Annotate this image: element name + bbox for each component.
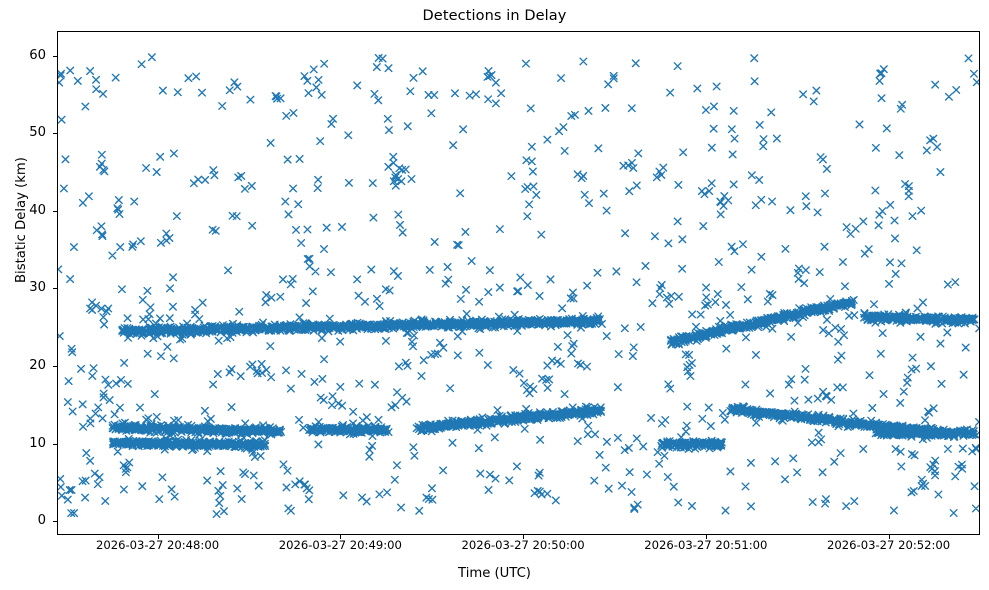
y-tick-label: 10 <box>0 435 46 451</box>
y-tick-text: 30 <box>29 280 46 296</box>
y-tick-mark <box>53 521 57 523</box>
y-axis-label: Bistatic Delay (km) <box>14 157 29 283</box>
y-tick-mark <box>53 55 57 57</box>
y-tick-label: 60 <box>0 49 46 63</box>
y-tick-mark <box>53 210 57 212</box>
y-tick-mark <box>53 365 57 367</box>
chart-title: Detections in Delay <box>422 8 567 24</box>
y-tick-text: 40 <box>29 202 46 218</box>
y-tick-text: 10 <box>29 435 46 451</box>
x-tick-label: 2026-03-27 20:48:00 <box>95 538 220 552</box>
y-tick-text: 20 <box>29 357 46 373</box>
x-tick-label: 2026-03-27 20:52:00 <box>827 538 951 552</box>
x-tick-label: 2026-03-27 20:50:00 <box>461 538 585 552</box>
x-tick-label: 2026-03-27 20:49:00 <box>278 538 402 552</box>
y-tick-label: 30 <box>0 281 46 295</box>
x-tick-mark <box>523 535 525 539</box>
x-tick-label: 2026-03-27 20:51:00 <box>644 538 768 552</box>
x-tick-mark <box>888 535 890 539</box>
scatter-points <box>58 53 979 519</box>
x-axis-label: Time (UTC) <box>458 566 531 581</box>
y-tick-label: 0 <box>0 514 46 528</box>
y-tick-text: 50 <box>29 125 46 141</box>
y-tick-mark <box>53 443 57 445</box>
y-tick-label: 20 <box>0 359 46 373</box>
y-tick-mark <box>53 288 57 290</box>
plot-area <box>57 31 980 535</box>
y-tick-mark <box>53 133 57 135</box>
y-tick-label: 50 <box>0 126 46 140</box>
y-tick-text: 0 <box>37 513 46 529</box>
x-tick-mark <box>705 535 707 539</box>
x-tick-mark <box>157 535 159 539</box>
y-tick-label: 40 <box>0 204 46 218</box>
y-tick-text: 60 <box>29 47 46 63</box>
scatter-marker-group <box>58 53 979 519</box>
x-tick-mark <box>340 535 342 539</box>
